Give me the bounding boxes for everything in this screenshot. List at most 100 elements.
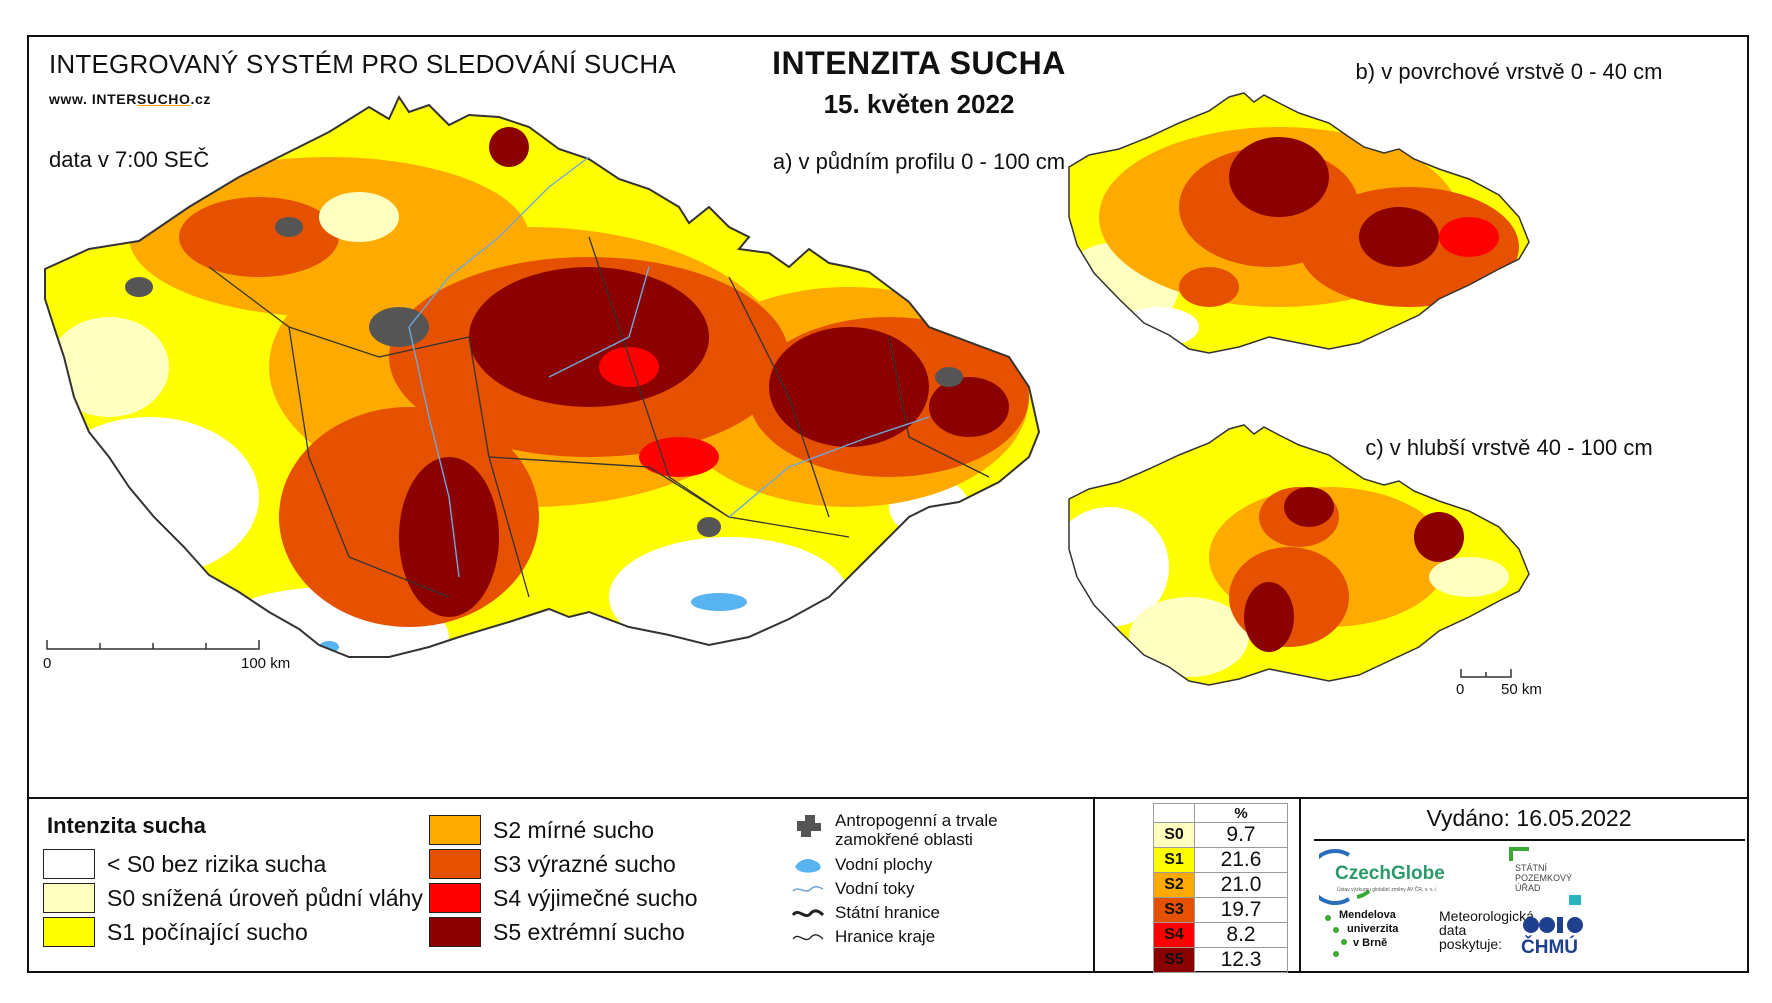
legend-class-s3: S3 výrazné sucho bbox=[429, 849, 676, 879]
spu-name: STÁTNÍ POZEMKOVÝ ÚŘAD bbox=[1515, 863, 1573, 893]
website-link[interactable]: www. INTERSUCHO.cz bbox=[49, 91, 211, 107]
meteo-line-2: data bbox=[1439, 922, 1467, 938]
mendel-dot-icon bbox=[1341, 939, 1347, 945]
mendel-line-1: Mendelova bbox=[1339, 909, 1396, 921]
czechglobe-name: CzechGlobe bbox=[1335, 863, 1445, 884]
stats-value-s0: 9.7 bbox=[1194, 822, 1288, 848]
anthropogenic-area-icon bbox=[797, 815, 821, 837]
czechglobe-logo: CzechGlobe Ústav výzkumu globální změny … bbox=[1319, 847, 1469, 905]
legend-symbol-label: Státní hranice bbox=[835, 903, 940, 922]
scale-bar-small bbox=[1460, 669, 1512, 678]
url-underline: SUCHO bbox=[136, 91, 191, 107]
legend-class-s1: S1 počínající sucho bbox=[43, 917, 308, 947]
stats-code-s0: S0 bbox=[1153, 822, 1195, 848]
state-border-a bbox=[44, 94, 1041, 658]
legend-class-label: S5 extrémní sucho bbox=[493, 918, 685, 945]
spu-mark-icon bbox=[1509, 847, 1513, 861]
legend-symbol-anthropogenic: Antropogenní a trvale zamokřené oblasti bbox=[791, 811, 1041, 849]
legend-class-label: S2 mírné sucho bbox=[493, 816, 655, 843]
legend-symbol-label: Hranice kraje bbox=[835, 927, 936, 946]
legend-panel: Intenzita sucha < S0 bez rizika sucha S0… bbox=[29, 797, 1747, 973]
scale-main-end: 100 km bbox=[241, 655, 291, 672]
legend-class-s0: S0 snížená úroveň půdní vláhy bbox=[43, 883, 423, 913]
map-c-label: c) v hlubší vrstvě 40 - 100 cm bbox=[1365, 435, 1653, 460]
stats-code-s4: S4 bbox=[1153, 922, 1195, 948]
legend-class-s2: S2 mírné sucho bbox=[429, 815, 654, 845]
legend-divider bbox=[1093, 799, 1095, 973]
table-row: S2 21.0 bbox=[1153, 872, 1288, 898]
table-row: % bbox=[1153, 803, 1288, 823]
map-b-label: b) v povrchové vrstvě 0 - 40 cm bbox=[1355, 59, 1663, 84]
spu-square-icon bbox=[1569, 895, 1581, 905]
legend-class-label: S3 výrazné sucho bbox=[493, 850, 676, 877]
mendel-dot-icon bbox=[1333, 951, 1339, 957]
table-row: S0 9.7 bbox=[1153, 822, 1288, 848]
mendel-dot-icon bbox=[1333, 927, 1339, 933]
table-row: S3 19.7 bbox=[1153, 897, 1288, 923]
drought-map-b bbox=[1069, 93, 1529, 353]
region-border-icon bbox=[792, 934, 824, 941]
mendel-dot-icon bbox=[1325, 915, 1331, 921]
chmu-symbol-icon bbox=[1523, 917, 1583, 933]
stats-header: % bbox=[1194, 803, 1288, 823]
meteo-line-3: poskytuje: bbox=[1439, 936, 1503, 952]
legend-class-none: < S0 bez rizika sucha bbox=[43, 849, 326, 879]
legend-class-s4: S4 výjimečné sucho bbox=[429, 883, 698, 913]
scale-small-end: 50 km bbox=[1501, 681, 1542, 698]
spu-logo: STÁTNÍ POZEMKOVÝ ÚŘAD bbox=[1509, 847, 1609, 911]
url-prefix: www. INTER bbox=[49, 91, 137, 107]
issued-date: Vydáno: 16.05.2022 bbox=[1426, 805, 1632, 831]
chmu-name: ČHMÚ bbox=[1521, 937, 1578, 958]
stats-value-s5: 12.3 bbox=[1194, 947, 1288, 973]
chmu-logo: ČHMÚ bbox=[1517, 915, 1597, 963]
state-border-b bbox=[1068, 92, 1530, 354]
legend-class-label: < S0 bez rizika sucha bbox=[107, 850, 327, 877]
legend-symbol-label: Vodní toky bbox=[835, 879, 915, 898]
legend-symbol-rivers: Vodní toky bbox=[791, 879, 914, 899]
map-panel: INTEGROVANÝ SYSTÉM PRO SLEDOVÁNÍ SUCHA w… bbox=[29, 37, 1747, 797]
mendel-line-2: univerzita bbox=[1347, 923, 1399, 935]
map-canvas bbox=[44, 92, 1530, 686]
map-title: INTENZITA SUCHA bbox=[772, 45, 1066, 81]
map-sheet: INTEGROVANÝ SYSTÉM PRO SLEDOVÁNÍ SUCHA w… bbox=[27, 35, 1749, 973]
url-suffix: .cz bbox=[190, 91, 211, 107]
czechglobe-subtitle: Ústav výzkumu globální změny AV ČR, v. v… bbox=[1337, 887, 1438, 893]
system-title: INTEGROVANÝ SYSTÉM PRO SLEDOVÁNÍ SUCHA bbox=[49, 49, 676, 79]
scale-bar-main bbox=[46, 640, 260, 650]
legend-symbol-water-bodies: Vodní plochy bbox=[791, 855, 932, 875]
scale-small-start: 0 bbox=[1456, 681, 1465, 698]
legend-class-s5: S5 extrémní sucho bbox=[429, 917, 685, 947]
czechglobe-arc-icon bbox=[1319, 849, 1371, 905]
legend-symbol-label: Antropogenní a trvale zamokřené oblasti bbox=[835, 811, 998, 849]
legend-symbol-region-border: Hranice kraje bbox=[791, 927, 935, 947]
swatch-s3 bbox=[429, 849, 481, 879]
water-body-icon bbox=[795, 859, 821, 873]
stats-code-s1: S1 bbox=[1153, 847, 1195, 873]
swatch-s1 bbox=[43, 917, 95, 947]
swatch-s4 bbox=[429, 883, 481, 913]
drought-map-a bbox=[45, 97, 1039, 657]
legend-class-label: S1 počínající sucho bbox=[107, 918, 308, 945]
stats-code-s5: S5 bbox=[1153, 947, 1195, 973]
stats-value-s1: 21.6 bbox=[1194, 847, 1288, 873]
stats-code-s2: S2 bbox=[1153, 872, 1195, 898]
drought-stats-table: % S0 9.7 S1 21.6 S2 21.0 S3 19.7 S4 8.2 S5 12.… bbox=[1153, 803, 1288, 973]
map-date: 15. květen 2022 bbox=[823, 89, 1015, 119]
table-row: S5 12.3 bbox=[1153, 947, 1288, 973]
legend-title: Intenzita sucha bbox=[47, 813, 206, 838]
legend-symbol-label: Vodní plochy bbox=[835, 855, 933, 874]
legend-class-label: S0 snížená úroveň půdní vláhy bbox=[107, 884, 423, 911]
spu-bar-icon bbox=[1509, 847, 1529, 851]
stats-value-s3: 19.7 bbox=[1194, 897, 1288, 923]
table-row: S1 21.6 bbox=[1153, 847, 1288, 873]
legend-divider bbox=[1299, 799, 1301, 973]
data-time: data v 7:00 SEČ bbox=[49, 147, 210, 172]
region-borders-a bbox=[208, 236, 990, 598]
mendel-logo: Mendelova univerzita v Brně bbox=[1319, 909, 1429, 969]
swatch-none bbox=[43, 849, 95, 879]
meteo-line-1: Meteorologická bbox=[1439, 908, 1534, 924]
stats-code-s3: S3 bbox=[1153, 897, 1195, 923]
swatch-s0 bbox=[43, 883, 95, 913]
state-border-c bbox=[1068, 424, 1530, 686]
swatch-s2 bbox=[429, 815, 481, 845]
